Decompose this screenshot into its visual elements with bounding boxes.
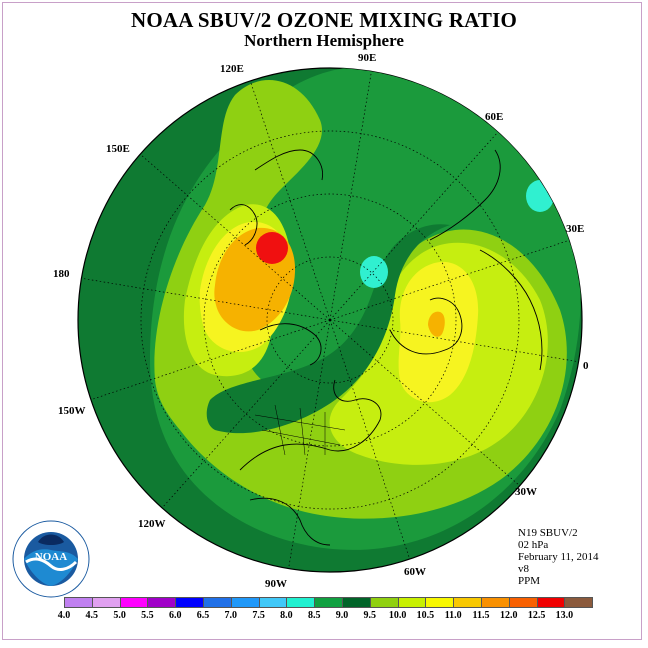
colorbar-tick-label: 7.0 [224,610,238,621]
colorbar-tick-label: 13.0 [555,610,574,621]
colorbar-tick-label: 10.0 [388,610,407,621]
colorbar-swatch [230,597,260,608]
colorbar-tick-label: 7.5 [252,610,265,621]
lon-label-150e: 150E [106,143,130,155]
colorbar-swatch [175,597,204,608]
info-units: PPM [518,575,541,587]
info-date: February 11, 2014 [518,551,599,563]
colorbar-swatch [286,597,316,608]
map-subtitle: Northern Hemisphere [244,31,404,50]
contour-dark-band [206,224,450,434]
colorbar-swatch [91,597,121,608]
lon-label-60e: 60E [485,111,504,123]
colorbar-swatch [64,597,93,608]
colorbar-tick-label: 4.0 [57,610,71,621]
lon-label-0: 0 [583,360,589,372]
colorbar-tick-label: 6.5 [196,610,210,621]
contour-red [256,232,288,264]
colorbar-swatch [564,597,594,608]
colorbar-tick-label: 10.5 [416,610,435,621]
colorbar-swatch [314,597,343,608]
colorbar-swatch [397,597,427,608]
colorbar-tick-label: 5.5 [141,610,154,621]
lon-label-180: 180 [53,268,70,280]
info-level: 02 hPa [518,539,549,551]
contour-orange-right [428,311,445,337]
colorbar-swatch [147,597,177,608]
map-title: NOAA SBUV/2 OZONE MIXING RATIO [131,8,517,32]
contour-cyan-center [360,256,388,288]
colorbar-tick-label: 11.0 [444,610,462,621]
colorbar-tick-label: 4.5 [85,610,99,621]
colorbar-tick-label: 8.0 [280,610,293,621]
colorbar-tick-label: 9.0 [335,610,349,621]
colorbar-swatch [453,597,482,608]
info-block: N19 SBUV/2 02 hPa February 11, 2014 v8 P… [518,527,599,587]
colorbar [64,597,594,608]
lon-label-120e: 120E [220,63,244,75]
colorbar-swatch [258,597,288,608]
colorbar-tick-label: 8.5 [307,610,321,621]
info-version: v8 [518,563,529,575]
lon-label-120w: 120W [138,518,166,530]
figure-frame [2,2,642,640]
colorbar-swatch [536,597,566,608]
lon-label-90e: 90E [358,52,377,64]
colorbar-swatch [425,597,455,608]
lon-label-150w: 150W [58,405,86,417]
colorbar-tick-label: 11.5 [472,610,490,621]
lon-label-90w: 90W [265,578,287,590]
colorbar-tick-label: 12.5 [527,610,546,621]
colorbar-tick-label: 6.0 [168,610,182,621]
colorbar-swatch [369,597,399,608]
lon-label-30w: 30W [515,486,537,498]
logo-text: NOAA [35,551,67,563]
colorbar-tick-label: 12.0 [500,610,518,621]
colorbar-swatch [508,597,538,608]
info-satellite: N19 SBUV/2 [518,527,578,539]
noaa-logo: NOAA [12,520,90,598]
colorbar-swatch [481,597,510,608]
lon-label-30e: 30E [566,223,585,235]
colorbar-swatch [203,597,232,608]
colorbar-swatch [342,597,371,608]
colorbar-tick-label: 9.5 [363,610,377,621]
lon-label-60w: 60W [404,566,426,578]
colorbar-tick-label: 5.0 [113,610,126,621]
colorbar-swatch [119,597,149,608]
